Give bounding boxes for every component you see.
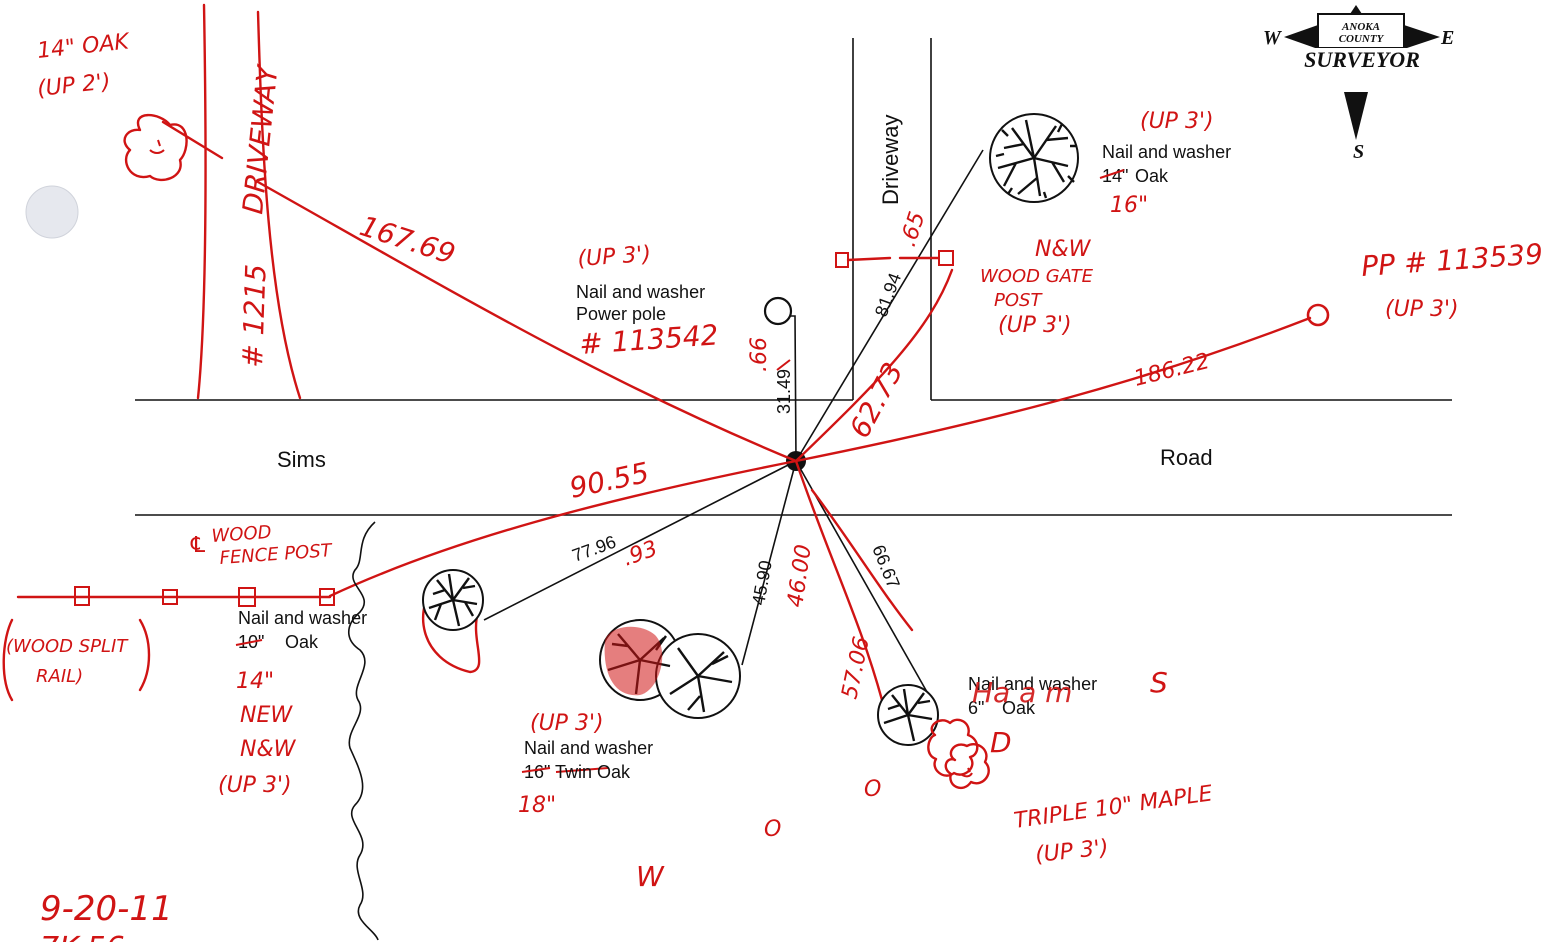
punch-hole [25,185,79,239]
sims-road [135,38,1452,516]
power-pole-distance-printed: 31.49 [774,369,794,414]
split-rail-fence [16,586,335,607]
woods-extra: Ha a m [972,676,1072,709]
power-pole-line1: Nail and washer [576,282,705,302]
printed-tie-lines [483,149,984,693]
twin-oak-tree [599,619,741,719]
compass-south: S [1353,141,1364,163]
power-pole-update: (UP 3') [577,242,652,272]
ne-oak-size-new: 16" [1110,193,1148,218]
twin-oak-size-old: 16" [524,762,550,782]
nw-oak-hand-tree [123,113,188,182]
pp-east-distance: 186.22 [1131,349,1212,392]
logo-line1: ANOKA [1341,21,1380,33]
ne-oak-line2: Oak [1135,166,1169,186]
fence-post-distance: 90.55 [567,456,652,505]
gate-posts [835,250,954,268]
anoka-county-surveyor-logo: ANOKA COUNTY SURVEYOR W E S [1263,5,1454,163]
ne-oak-tree [989,113,1079,203]
fence-post-line1: WOOD [211,522,272,547]
se-oak-line2: Oak [1002,698,1036,718]
compass-east: E [1440,27,1454,49]
woods-letter-4: D [990,726,1012,759]
logo-line2: COUNTY [1339,33,1385,45]
west-oak-distance-new: .93 [620,536,661,571]
ne-oak-distance-new: .65 [896,209,931,250]
gate-post-line4: (UP 3') [998,313,1072,338]
house-number: # 1215 [236,264,273,369]
fence-post-centerline: ℄ [188,533,208,558]
se-oak-distance-printed: 66.67 [868,542,903,591]
compass-west: W [1263,27,1282,49]
ne-oak-distance-printed: 81.94 [871,270,905,319]
gate-post-line2: WOOD GATE [980,266,1094,287]
se-oak-distance-red: 57.06 [837,634,875,701]
twin-oak-distance-printed: 45.90 [748,559,776,607]
ne-oak-update: (UP 3') [1140,109,1214,134]
twin-oak-size-new: 18" [518,793,556,818]
twin-oak-update: (UP 3') [530,711,604,736]
maple-line1: TRIPLE 10" MAPLE [1012,781,1214,834]
nw-oak-size: 14" OAK [36,29,132,64]
west-oak-note3: (UP 3') [218,773,292,798]
nw-oak-distance: 167.69 [356,209,459,271]
woods-edge [347,521,379,941]
west-oak-line2: Oak [285,632,319,652]
power-pole-symbol [763,296,793,326]
se-oak-size: 6" [968,698,984,718]
driveway-label: Driveway [878,115,903,205]
west-oak-note2: N&W [240,737,297,762]
triple-maple-hand-tree [927,718,990,790]
power-pole-number: # 113542 [578,318,719,361]
west-oak-line1: Nail and washer [238,608,367,628]
split-rail-line2: RAIL) [36,666,83,687]
road-label-east: Road [1160,445,1213,470]
hand-driveway [196,3,302,400]
twin-oak-distance-new: 46.00 [783,543,817,609]
power-pole-line2: Power pole [576,304,666,324]
se-oak-line1: Nail and washer [968,674,1097,694]
split-rail-line1: (WOOD SPLIT [6,636,129,657]
se-oak-tree [877,684,939,746]
ne-oak-line1: Nail and washer [1102,142,1231,162]
sketch-date: 9-20-11 [40,889,173,929]
woods-letter-5: S [1150,666,1168,699]
west-oak-note1: NEW [240,703,293,728]
west-oak-distance-printed: 77.96 [570,532,619,566]
woods-letter-2: O [764,817,781,842]
woods-letter-1: W [636,860,665,893]
gate-post-line1: N&W [1035,237,1092,262]
pp-east-update: (UP 3') [1385,297,1459,322]
road-label-west: Sims [277,447,326,472]
gate-post-line3: POST [994,290,1043,311]
power-pole-distance-new: .66 [747,337,772,372]
nw-oak-up: (UP 2') [36,69,112,102]
sketch-date-bottom: 7K-56 [40,931,125,942]
maple-line2: (UP 3') [1034,835,1110,868]
twin-oak-line1: Nail and washer [524,738,653,758]
woods-letter-3: O [864,777,881,802]
logo-line3: SURVEYOR [1304,47,1420,72]
twin-oak-line2: Twin Oak [555,762,631,782]
pp-east-number: PP # 113539 [1360,237,1544,283]
red-tie-lines [161,120,1312,702]
west-oak-tree [422,569,484,631]
west-oak-size-new: 14" [236,669,274,694]
pp-east-symbol [1306,303,1330,327]
